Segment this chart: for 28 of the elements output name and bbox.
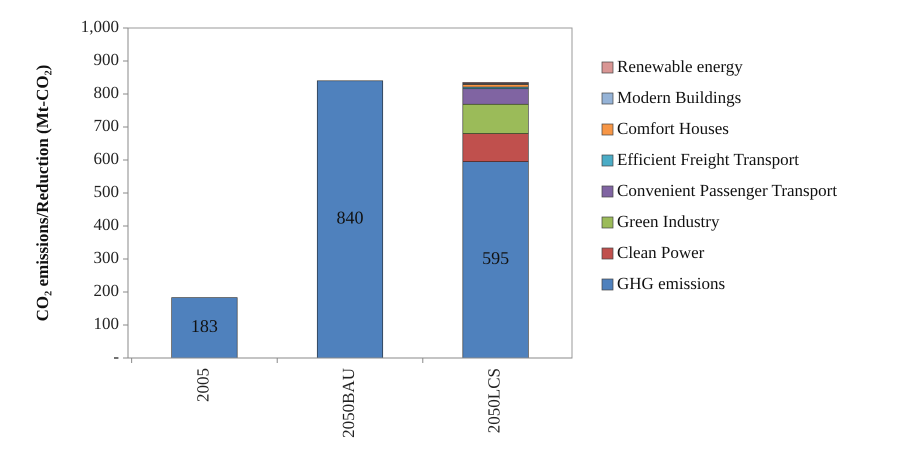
legend-label: Renewable energy <box>617 56 744 76</box>
legend-label: GHG emissions <box>617 274 726 293</box>
legend-label: Modern Buildings <box>617 88 742 107</box>
y-tick-label: 500 <box>94 182 119 201</box>
data-label: 183 <box>190 316 218 336</box>
y-tick-label: 900 <box>94 50 119 69</box>
y-tick-label: - <box>113 346 120 366</box>
legend-label: Clean Power <box>617 242 705 262</box>
y-tick-label: 1,000 <box>80 16 119 36</box>
legend-label: Efficient Freight Transport <box>617 150 800 169</box>
bar <box>171 297 238 358</box>
y-tick-label: 800 <box>94 82 119 102</box>
y-tick-label: 700 <box>94 116 119 135</box>
y-tick-label: 600 <box>94 148 119 168</box>
y-tick-label: 400 <box>94 214 119 234</box>
data-label: 840 <box>336 208 364 228</box>
y-tick-label: 200 <box>94 280 119 300</box>
y-axis-title: CO₂ emissions/Reduction (Mt-CO₂) <box>33 64 52 322</box>
legend-label: Convenient Passenger Transport <box>617 180 838 200</box>
legend-label: Green Industry <box>617 212 720 231</box>
x-tick-label: 2050BAU <box>338 368 358 438</box>
data-label: 595 <box>482 248 510 268</box>
y-tick-label: 300 <box>94 248 119 267</box>
bar <box>316 80 384 358</box>
x-tick-label: 2005 <box>193 368 212 402</box>
x-tick-label: 2050LCS <box>484 368 504 434</box>
y-tick-label: 100 <box>94 314 119 333</box>
legend-label: Comfort Houses <box>617 118 729 138</box>
